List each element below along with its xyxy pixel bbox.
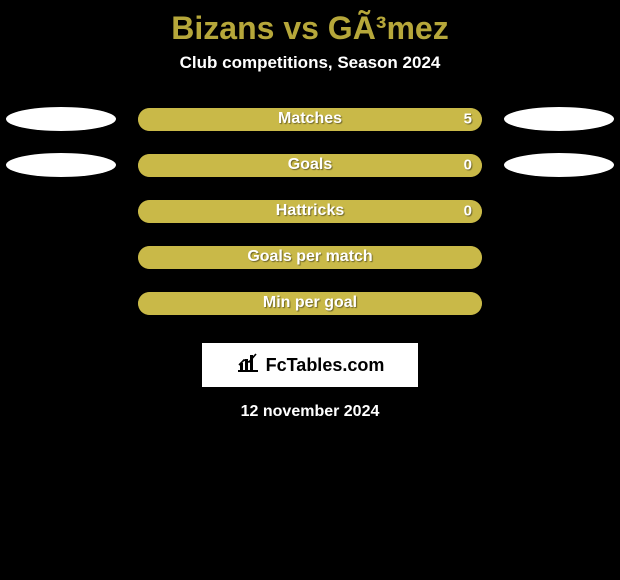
- comparison-card: Bizans vs GÃ³mez Club competitions, Seas…: [0, 0, 620, 421]
- stat-bar-value: 5: [464, 111, 472, 128]
- stat-bar-label: Goals per match: [247, 248, 372, 266]
- player-left-ellipse: [6, 107, 116, 131]
- stat-bar: Matches 5: [138, 108, 482, 131]
- brand-logo-text: FcTables.com: [266, 355, 385, 376]
- page-title: Bizans vs GÃ³mez: [171, 10, 448, 47]
- stat-row: Goals per match: [0, 245, 620, 269]
- page-subtitle: Club competitions, Season 2024: [180, 53, 441, 73]
- stat-bar: Min per goal: [138, 292, 482, 315]
- stat-bar-label: Min per goal: [263, 294, 357, 312]
- stat-bar: Goals 0: [138, 154, 482, 177]
- stat-rows: Matches 5 Goals 0 Hattricks 0 Goals per match M…: [0, 107, 620, 315]
- player-left-ellipse: [6, 153, 116, 177]
- player-right-ellipse: [504, 153, 614, 177]
- stat-bar-label: Matches: [278, 110, 342, 128]
- stat-row: Hattricks 0: [0, 199, 620, 223]
- stat-bar-label: Goals: [288, 156, 332, 174]
- stat-row: Matches 5: [0, 107, 620, 131]
- stat-bar-value: 0: [464, 203, 472, 220]
- stat-bar-value: 0: [464, 157, 472, 174]
- brand-logo: FcTables.com: [202, 343, 418, 387]
- footer-date: 12 november 2024: [241, 403, 380, 421]
- stat-bar-label: Hattricks: [276, 202, 344, 220]
- stat-bar: Goals per match: [138, 246, 482, 269]
- chart-icon: [236, 353, 260, 378]
- stat-bar: Hattricks 0: [138, 200, 482, 223]
- stat-row: Min per goal: [0, 291, 620, 315]
- player-right-ellipse: [504, 107, 614, 131]
- stat-row: Goals 0: [0, 153, 620, 177]
